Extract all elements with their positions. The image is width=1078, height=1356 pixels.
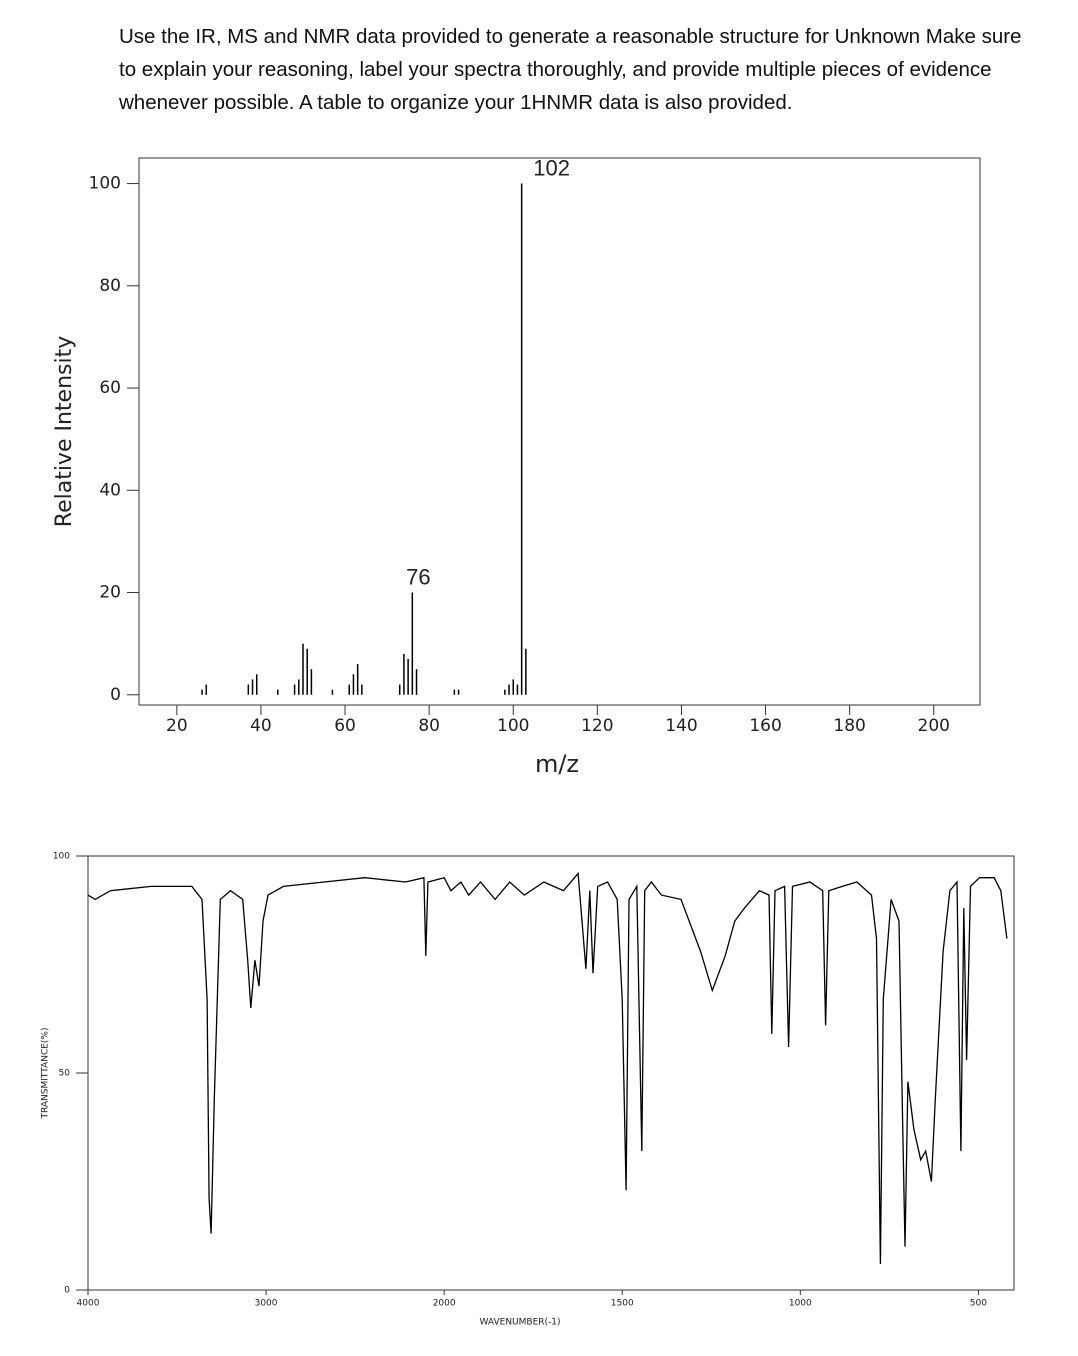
y-axis-label: Relative Intensity [52,336,77,527]
y-axis-label: TRANSMITTANCE(%) [41,1028,51,1120]
x-tick-label: 1500 [611,1299,634,1309]
x-tick-label: 120 [581,716,613,736]
x-tick-label: 500 [970,1299,987,1309]
spectrum-line [87,871,1008,1265]
y-tick-label: 100 [89,174,121,194]
y-tick-label: 80 [99,276,121,296]
y-tick-label: 60 [99,378,121,398]
x-tick-label: 100 [497,716,529,736]
x-tick-label: 180 [833,716,865,736]
x-axis-label: WAVENUMBER(-1) [479,1318,560,1328]
x-tick-label: 160 [749,716,781,736]
plot-frame [138,157,981,706]
x-tick-label: 2000 [433,1299,456,1309]
y-tick-label: 50 [59,1069,71,1079]
x-tick-label: 3000 [255,1299,278,1309]
peak-label: 76 [406,564,430,589]
instructions: Use the IR, MS and NMR data provided to … [119,25,1022,114]
x-tick-label: 80 [418,716,440,736]
x-axis-label: m/z [535,750,579,778]
y-tick-label: 0 [64,1286,70,1296]
x-tick-label: 40 [250,716,272,736]
y-tick-label: 20 [99,583,121,603]
y-tick-label: 100 [53,852,70,862]
x-tick-label: 20 [166,716,188,736]
y-tick-label: 0 [110,685,121,705]
x-tick-label: 140 [665,716,697,736]
x-tick-label: 4000 [77,1299,100,1309]
x-tick-label: 60 [334,716,356,736]
y-tick-label: 40 [99,480,121,500]
x-tick-label: 1000 [789,1299,812,1309]
peak-label: 102 [533,155,570,180]
x-tick-label: 200 [918,716,950,736]
